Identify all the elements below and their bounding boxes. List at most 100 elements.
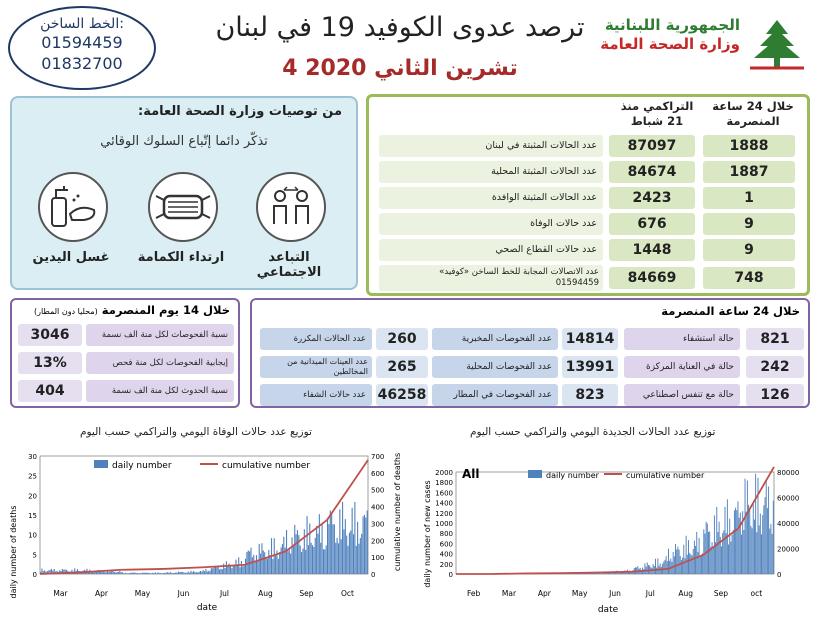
daily-bar: [586, 573, 588, 574]
republic-name: الجمهورية اللبنانية: [604, 16, 740, 34]
social-distancing-icon: [256, 172, 326, 242]
daily-bar: [298, 535, 300, 574]
daily-bar: [737, 501, 739, 574]
daily-bar: [180, 571, 182, 574]
row-label-block: عدد الاتصالات المجابة للخط الساخن «كوفيد…: [379, 265, 603, 291]
daily-bar: [276, 550, 278, 574]
y2-tick-label: 80000: [777, 469, 799, 477]
daily-bar: [201, 571, 203, 574]
daily-bar: [580, 573, 582, 574]
daily-bar: [193, 571, 195, 574]
daily-bar: [294, 524, 296, 574]
hotline-badge: الخط الساخن: 01594459 01832700: [8, 6, 156, 90]
daily-bar: [318, 514, 320, 574]
social-distancing-label: التباعد الاجتماعي: [256, 250, 322, 280]
y2-tick-label: 300: [371, 520, 384, 528]
daily-bar: [748, 504, 750, 574]
daily-bar: [772, 500, 774, 574]
deaths-y2label: cumulative number of deaths: [393, 453, 402, 571]
daily-bar: [288, 547, 290, 574]
value: 265: [376, 356, 428, 378]
daily-bar: [640, 569, 642, 574]
y-tick-label: 1400: [435, 500, 453, 508]
daily-bar: [255, 555, 258, 574]
row-label: عدد حالات الوفاة: [379, 213, 603, 235]
daily-bar: [184, 572, 186, 574]
daily-bar: [590, 573, 592, 574]
daily-bar: [50, 568, 53, 574]
daily-bar: [199, 570, 201, 574]
value: 3046: [18, 324, 82, 346]
daily-bar: [615, 572, 616, 574]
daily-bar: [666, 561, 668, 574]
daily-bar: [158, 573, 160, 574]
month-label: Aug: [678, 589, 693, 598]
daily-bar: [735, 507, 737, 574]
daily-bar: [589, 573, 591, 574]
daily-bar: [631, 571, 633, 574]
daily-bar: [327, 517, 329, 574]
cumulative-line: [455, 466, 775, 575]
daily-bar: [228, 563, 230, 574]
value: 46258: [376, 384, 428, 406]
daily-bar: [362, 516, 364, 574]
daily-bar: [763, 505, 765, 574]
daily-bar: [247, 550, 249, 574]
daily-bar: [725, 533, 727, 574]
daily-bar: [131, 572, 133, 574]
daily-bar: [307, 545, 309, 574]
daily-bar: [718, 521, 720, 574]
daily-bar: [705, 521, 707, 574]
daily-bar: [366, 510, 368, 574]
daily-bar: [223, 563, 225, 574]
month-label: Sep: [714, 589, 728, 598]
y-tick-label: 25: [28, 473, 37, 481]
row-label: عدد الفحوصات المخبرية: [432, 328, 558, 350]
row-label: نسبة الحدوث لكل منة الف نسمة: [86, 380, 234, 402]
value: 242: [746, 356, 804, 378]
page-title: ترصد عدوى الكوفيد 19 في لبنان: [215, 12, 585, 43]
y2-tick-label: 700: [371, 453, 384, 461]
face-mask-icon: [148, 172, 218, 242]
ministry-name: وزارة الصحة العامة: [600, 35, 740, 53]
daily-bar: [644, 563, 646, 574]
daily-bar: [693, 540, 695, 574]
daily-bar: [204, 571, 206, 574]
cumulative-panel: خلال 24 ساعة المنصرمة التراكمي منذ 21 شب…: [366, 94, 810, 296]
daily-bar: [130, 572, 132, 574]
daily-bar: [604, 572, 606, 574]
daily-bar: [280, 547, 282, 574]
month-label: May: [135, 589, 151, 598]
daily-bar: [202, 570, 204, 574]
daily-bar: [183, 572, 185, 574]
daily-bar: [219, 569, 221, 574]
y2-tick-label: 0: [371, 571, 375, 579]
month-label: Jul: [645, 589, 655, 598]
deaths-xlabel: date: [197, 603, 218, 613]
daily-bar: [355, 545, 357, 574]
daily-bar: [337, 543, 340, 574]
value: 14814: [562, 328, 618, 350]
daily-bar: [655, 558, 656, 574]
daily-bar: [768, 486, 770, 574]
daily-bar: [685, 535, 687, 574]
row-label: عدد العينات الميدانية من المخالطين: [287, 357, 368, 376]
row-label: حالة مع تنفس اصطناعي: [624, 384, 740, 406]
daily-bar: [365, 517, 367, 574]
month-label: Mar: [502, 589, 517, 598]
daily-bar: [646, 562, 648, 574]
daily-bar: [111, 571, 113, 574]
day-value: 9: [703, 213, 795, 235]
daily-bar: [753, 519, 755, 574]
legend-cumulative: cumulative number: [222, 461, 310, 471]
daily-bar: [90, 571, 92, 574]
daily-bar: [91, 571, 94, 574]
daily-bar: [65, 569, 68, 574]
daily-bar: [630, 572, 632, 574]
daily-bar: [137, 572, 139, 574]
value: 13%: [18, 352, 82, 374]
ministry-logo-text: الجمهورية اللبنانية وزارة الصحة العامة: [600, 16, 740, 54]
hotline-number-2: 01832700: [41, 54, 123, 73]
daily-bar: [665, 556, 667, 574]
